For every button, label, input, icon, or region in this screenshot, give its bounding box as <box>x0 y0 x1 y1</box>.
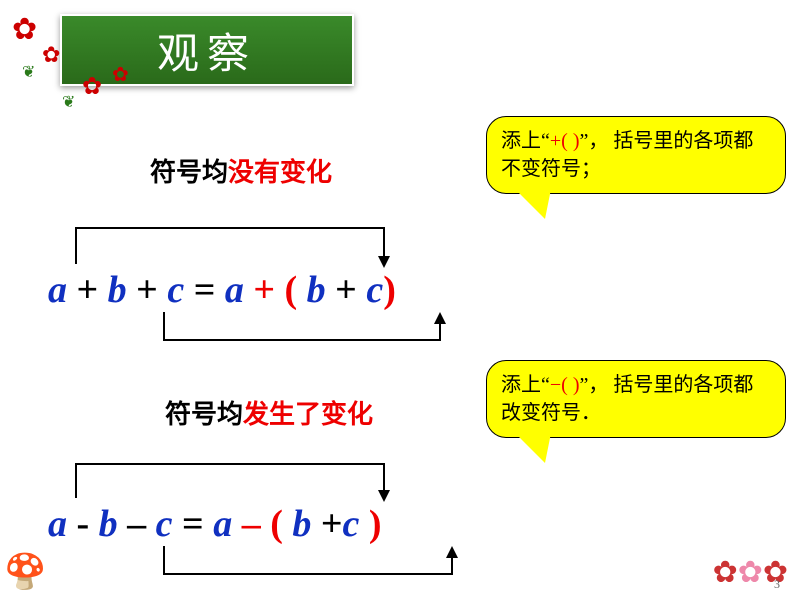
equation-2: a - b – c = a – ( b +c ) <box>48 502 382 546</box>
callout1-t1: 添上“ <box>501 130 550 152</box>
callout2-sym: −( ) <box>550 374 580 396</box>
callout2-t1: 添上“ <box>501 374 550 396</box>
heading2-red: 发生了变化 <box>243 400 373 429</box>
arrow-eq1-bottom <box>160 312 448 346</box>
heading1-black: 符号均 <box>150 158 228 187</box>
callout-plus: 添上“+( )”， 括号里的各项都不变符号； <box>486 116 786 194</box>
heading-change: 符号均发生了变化 <box>165 394 373 431</box>
page-number: 3 <box>774 577 780 592</box>
heading-no-change: 符号均没有变化 <box>150 152 332 189</box>
heading2-black: 符号均 <box>165 400 243 429</box>
equation-1: a + b + c = a + ( b + c) <box>48 268 396 312</box>
flower-decoration-top-left: ✿✿✿✿ ❦ ❦ <box>2 2 152 122</box>
arrow-eq2-top <box>72 460 392 502</box>
arrow-eq2-bottom <box>160 546 460 580</box>
heading1-red: 没有变化 <box>228 158 332 187</box>
mushroom-icon: 🍄 <box>4 552 46 592</box>
callout-minus: 添上“−( )”， 括号里的各项都改变符号． <box>486 360 786 438</box>
arrow-eq1-top <box>72 224 392 268</box>
callout1-sym: +( ) <box>550 130 580 152</box>
title-text: 观察 <box>157 20 257 81</box>
